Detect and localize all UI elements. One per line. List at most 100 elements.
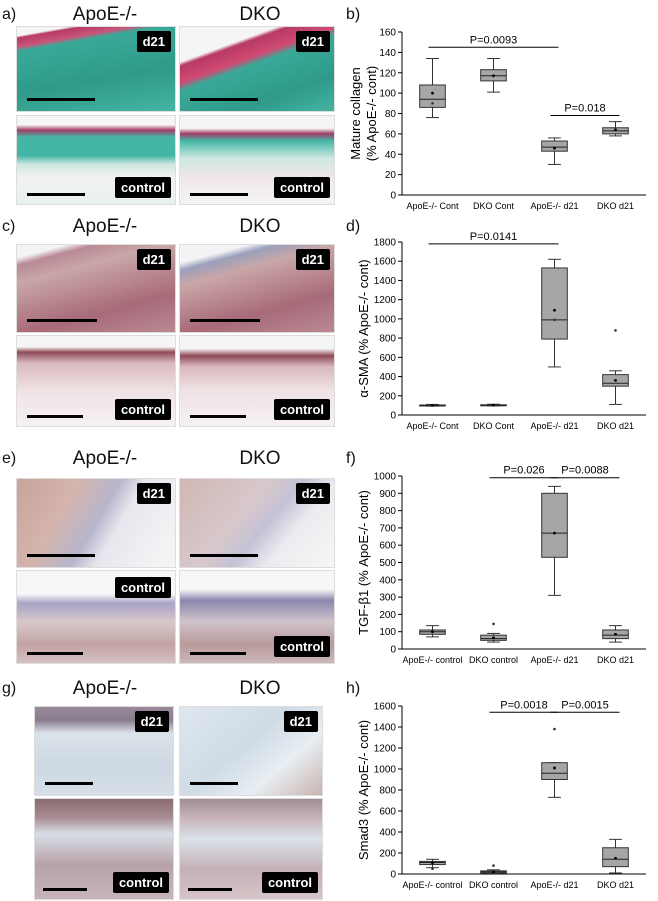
p-value-label: P=0.0018 — [500, 699, 547, 711]
column-title-dko: DKO — [239, 678, 281, 699]
scale-bar — [27, 415, 83, 418]
y-tick-label: 1600 — [374, 257, 397, 268]
panel-label-h: h) — [346, 680, 361, 697]
y-axis-label: (% ApoE-/- cont) — [364, 66, 379, 161]
y-tick-label: 0 — [390, 191, 396, 202]
panel-label-d: d) — [346, 218, 361, 235]
scale-bar — [27, 319, 97, 322]
column-title-dko: DKO — [239, 216, 281, 237]
y-tick-label: 600 — [379, 541, 396, 552]
box — [541, 267, 568, 340]
column-title-dko: DKO — [239, 448, 281, 469]
micrograph-c-apoe-d21: d21 — [16, 244, 176, 333]
column-title-apoe: ApoE-/- — [72, 678, 138, 699]
y-tick-label: 1400 — [374, 723, 397, 734]
y-tick-label: 80 — [385, 109, 397, 120]
x-tick-label: ApoE-/- Cont — [406, 421, 459, 431]
column-title-apoe: ApoE-/- — [72, 4, 138, 25]
x-tick-label: ApoE-/- d21 — [530, 421, 578, 431]
box — [419, 84, 446, 108]
outlier-point — [492, 864, 495, 867]
column-title-apoe: ApoE-/- — [72, 216, 138, 237]
scale-bar — [190, 319, 260, 322]
box — [541, 492, 568, 558]
y-tick-label: 700 — [379, 523, 396, 534]
scale-bar — [45, 782, 93, 785]
panel-label-f: f) — [346, 450, 356, 467]
x-tick-label: ApoE-/- control — [402, 880, 462, 890]
mean-marker — [614, 856, 617, 860]
y-tick-label: 800 — [379, 786, 396, 797]
y-tick-label: 0 — [390, 870, 396, 881]
y-tick-label: 100 — [379, 627, 396, 638]
badge-d21: d21 — [295, 483, 330, 504]
panel-label-e: e) — [2, 450, 17, 467]
outlier-point — [492, 622, 495, 626]
y-tick-label: 400 — [379, 828, 396, 839]
mean-marker — [431, 403, 434, 407]
p-value-label: P=0.0141 — [470, 231, 517, 243]
x-tick-label: DKO Cont — [473, 421, 515, 431]
badge-d21: d21 — [136, 483, 171, 504]
badge-control: control — [114, 177, 171, 198]
y-tick-label: 20 — [385, 170, 397, 181]
x-tick-label: DKO d21 — [597, 655, 634, 665]
y-tick-label: 400 — [379, 372, 396, 383]
y-tick-label: 0 — [390, 645, 396, 656]
y-tick-label: 600 — [379, 353, 396, 364]
badge-control: control — [261, 872, 318, 893]
micrograph-g-apoe-control: control — [34, 798, 174, 900]
y-tick-label: 120 — [379, 68, 396, 79]
y-tick-label: 40 — [385, 150, 397, 161]
mean-marker — [614, 379, 617, 382]
scale-bar — [190, 415, 246, 418]
badge-control: control — [114, 399, 171, 420]
micrograph-c-apoe-control: control — [16, 335, 176, 427]
mean-marker — [492, 74, 495, 78]
scale-bar — [190, 193, 248, 196]
y-axis-label: TGF-β1 (% ApoE-/- cont) — [356, 490, 371, 635]
y-tick-label: 1000 — [374, 472, 397, 483]
x-tick-label: DKO d21 — [597, 880, 634, 890]
mean-marker — [553, 308, 556, 312]
badge-d21: d21 — [295, 249, 330, 270]
y-tick-label: 1200 — [374, 295, 397, 306]
y-tick-label: 200 — [379, 391, 396, 402]
p-value-label: P=0.018 — [564, 103, 605, 115]
x-tick-label: ApoE-/- d21 — [530, 880, 578, 890]
scale-bar — [190, 782, 238, 785]
micrograph-g-dko-d21: d21 — [179, 706, 323, 796]
y-tick-label: 140 — [379, 48, 396, 59]
scale-bar — [190, 554, 258, 557]
y-tick-label: 400 — [379, 575, 396, 586]
outlier-point — [553, 318, 556, 322]
y-tick-label: 60 — [385, 129, 397, 140]
mean-marker — [431, 861, 434, 865]
mean-marker — [492, 403, 495, 407]
y-tick-label: 0 — [390, 411, 396, 422]
y-tick-label: 1600 — [374, 702, 397, 713]
y-tick-label: 200 — [379, 610, 396, 621]
box — [541, 762, 568, 780]
badge-d21: d21 — [136, 249, 171, 270]
mean-marker — [492, 636, 495, 640]
panel-label-g: g) — [2, 680, 17, 697]
micrograph-a-apoe-d21: d21 — [16, 26, 176, 112]
badge-d21: d21 — [283, 711, 318, 732]
y-tick-label: 1800 — [374, 238, 397, 249]
y-tick-label: 300 — [379, 593, 396, 604]
y-tick-label: 500 — [379, 558, 396, 569]
mean-marker — [614, 632, 617, 636]
column-title-dko: DKO — [239, 4, 281, 25]
x-tick-label: DKO control — [469, 880, 518, 890]
scale-bar — [27, 652, 83, 655]
outlier-point — [431, 867, 434, 871]
scale-bar — [27, 98, 95, 101]
y-tick-label: 100 — [379, 89, 396, 100]
x-tick-label: DKO Cont — [473, 201, 515, 211]
panel-label-c: c) — [2, 218, 16, 235]
mean-marker — [492, 870, 495, 874]
x-tick-label: DKO control — [469, 655, 518, 665]
y-axis-label: α-SMA (% ApoE-/- cont) — [356, 259, 371, 397]
